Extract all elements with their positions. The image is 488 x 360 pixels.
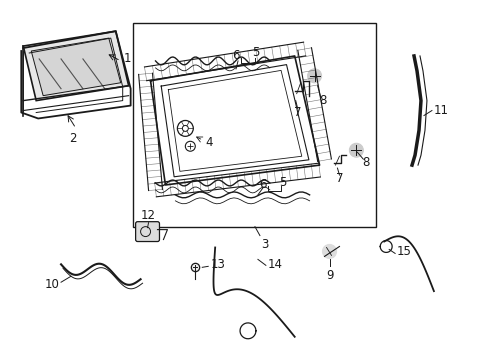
Text: 7: 7 xyxy=(335,171,343,185)
Text: 6: 6 xyxy=(259,179,266,192)
Text: 4: 4 xyxy=(205,136,212,149)
Text: 2: 2 xyxy=(69,132,77,145)
Text: 5: 5 xyxy=(251,46,259,59)
Text: 8: 8 xyxy=(362,156,369,168)
Text: 14: 14 xyxy=(267,258,282,271)
Text: 6: 6 xyxy=(232,49,240,63)
Text: 7: 7 xyxy=(293,106,301,119)
Text: 15: 15 xyxy=(396,245,411,258)
Circle shape xyxy=(307,69,321,83)
Text: 9: 9 xyxy=(325,269,333,282)
Text: 13: 13 xyxy=(210,258,224,271)
Bar xyxy=(132,23,375,227)
Circle shape xyxy=(349,143,363,157)
Text: 1: 1 xyxy=(123,53,131,66)
Polygon shape xyxy=(31,38,121,96)
FancyBboxPatch shape xyxy=(135,222,159,242)
Polygon shape xyxy=(23,31,128,100)
Text: 10: 10 xyxy=(44,278,59,291)
Text: 8: 8 xyxy=(318,94,325,107)
Text: 5: 5 xyxy=(278,176,285,189)
Text: 11: 11 xyxy=(433,104,448,117)
Text: 12: 12 xyxy=(141,209,156,222)
Circle shape xyxy=(322,244,336,258)
Text: 3: 3 xyxy=(261,238,268,251)
